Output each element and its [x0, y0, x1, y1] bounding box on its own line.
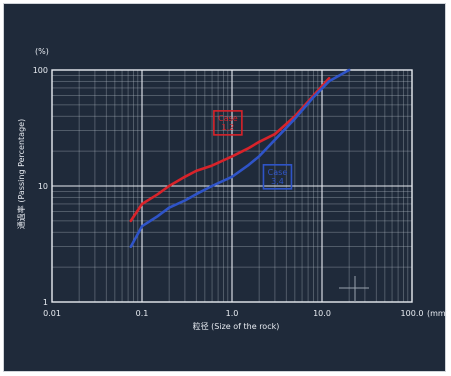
- y-tick-label: 1: [43, 298, 48, 307]
- series-label-box: [262, 164, 293, 190]
- series-label-text: 1,2: [222, 123, 235, 132]
- series-label-box: [213, 110, 243, 136]
- series-label-text: 3,4: [271, 177, 284, 186]
- chart-frame: Case 1,2 Case 3,4 0.01 0.1 1.0 10.0 100.0 1 10 100…: [3, 3, 447, 372]
- x-tick-label: 100.0: [401, 309, 424, 318]
- grid-major: [52, 70, 412, 302]
- series-label-text: Case: [268, 168, 288, 177]
- x-unit-label: (mm): [427, 309, 447, 318]
- plot-border: [51, 69, 413, 303]
- series-line-1: [129, 76, 331, 223]
- x-tick-label: 10.0: [313, 309, 331, 318]
- x-tick-label: 1.0: [226, 309, 239, 318]
- y-tick-label: 100: [33, 66, 48, 75]
- y-tick-label: 10: [38, 182, 48, 191]
- series-line-2: [129, 68, 351, 248]
- x-tick-label: 0.01: [43, 309, 61, 318]
- tick-layer: 0.01 0.1 1.0 10.0 100.0 1 10 100: [33, 66, 424, 318]
- series-label-text: Case: [218, 114, 238, 123]
- y-axis-label: 通過率 (Passing Percentage): [16, 119, 26, 229]
- crosshair-marker: [339, 276, 369, 302]
- x-tick-label: 0.1: [136, 309, 149, 318]
- x-axis-label: 粒径 (Size of the rock): [193, 321, 280, 331]
- y-unit-label: (%): [35, 47, 49, 56]
